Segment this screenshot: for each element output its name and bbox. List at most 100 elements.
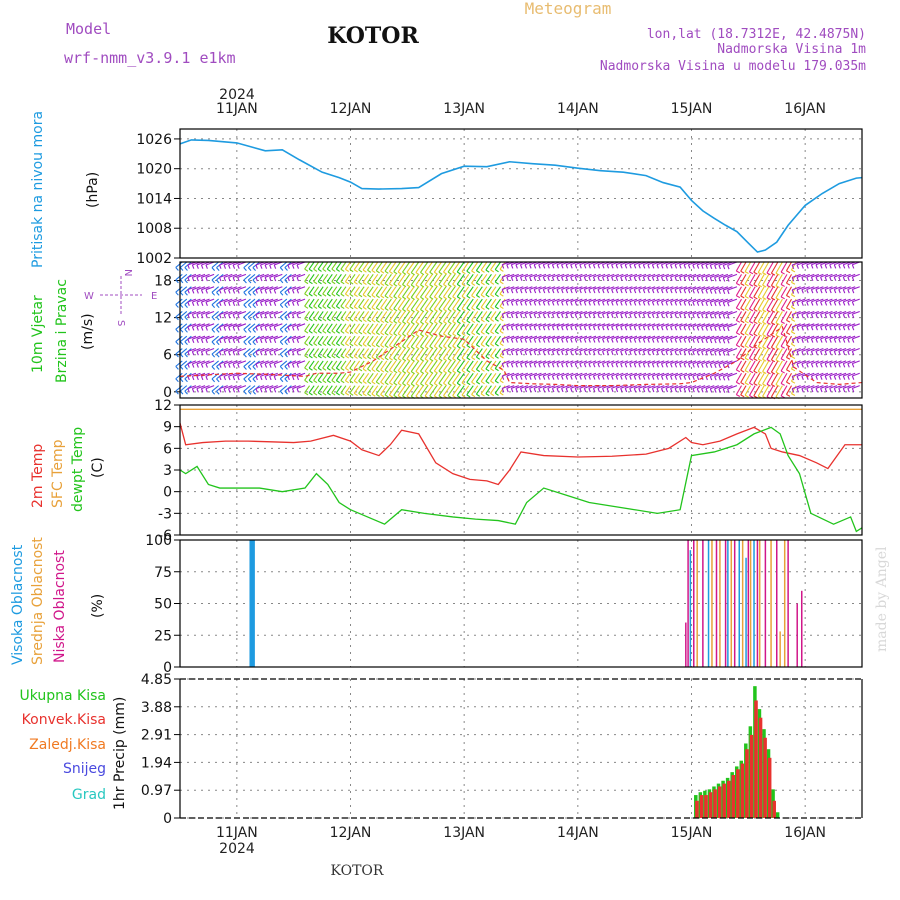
wind-barb-flag [556,388,559,393]
wind-barb-flag [660,375,664,380]
wind-barb-flag [499,281,504,285]
wind-barb-flag [542,313,546,319]
wind-barb [406,274,415,286]
wind-barb-flag [687,301,691,306]
wind-barb-flag [175,328,179,333]
wind-barb [624,298,633,303]
wind-barb [380,311,388,321]
wind-barb-flag [533,276,537,281]
wind-barb-flag [269,314,272,319]
wind-barb [824,348,833,352]
wind-barb [296,385,306,390]
wind-barb-flag [515,326,518,331]
conv-precip-bar [731,775,736,818]
wind-barb [852,348,860,352]
wind-barb-flag [583,338,587,343]
wind-barb-flag [722,351,726,356]
wind-barb [406,261,415,273]
wind-barb-flag [247,279,252,284]
wind-barb-flag [424,321,429,325]
wind-barb-flag [211,279,216,284]
wind-barb [494,261,501,270]
wind-barb [674,310,683,315]
wind-barb-flag [574,289,578,294]
wind-barb-flag [216,304,220,309]
wind-barb-flag [415,272,420,276]
wind-barb-flag [670,351,673,356]
wind-barb [415,372,424,385]
y-tick-label: 0 [163,660,172,676]
wind-barb [674,335,683,340]
wind-barb [219,372,228,377]
wind-barb-flag [336,367,340,371]
wind-barb-flag [506,264,509,269]
wind-barb [515,385,524,389]
wind-barb [274,273,283,278]
wind-barb [792,348,801,353]
wind-barb-flag [447,345,452,349]
wind-barb-flag [273,388,277,393]
wind-barb-flag [771,322,776,326]
wind-barb-flag [815,388,818,393]
wind-barb [279,323,288,330]
wind-barb [520,335,529,340]
wind-barb-flag [452,345,457,349]
wind-barb-flag [547,301,550,306]
wind-barb [296,298,306,303]
wind-barb [801,385,810,390]
wind-barb-flag [775,322,780,326]
wind-barb [480,348,488,358]
wind-barb [757,274,765,286]
wind-barb [701,335,710,340]
wind-barb-flag [191,326,195,331]
wind-barb [629,372,638,377]
wind-barb [775,274,783,286]
wind-barb-flag [683,301,687,306]
wind-barb [665,360,674,365]
wind-barb [727,385,738,390]
wind-barb [371,274,379,284]
wind-barb-flag [200,326,204,331]
wind-barb-flag [791,289,795,294]
wind-barb-flag [851,289,855,294]
wind-barb [579,360,588,365]
wind-barb-flag [570,388,573,393]
wind-barb-flag [485,318,490,323]
wind-barb-flag [714,388,717,393]
wind-barb-flag [308,379,313,384]
wind-barb [533,323,542,327]
wind-barb-flag [847,313,850,319]
wind-barb [565,286,574,290]
wind-barb [410,372,420,385]
wind-barb-flag [551,326,555,331]
wind-barb [847,310,856,315]
wind-barb-flag [471,369,476,373]
wind-barb [511,298,519,303]
wind-barb-flag [175,353,179,358]
wind-speed-line [179,325,863,387]
wind-barb-flag [200,376,204,381]
wind-barb [420,360,429,372]
wind-barb [727,273,738,279]
wind-barb-flag [438,370,443,374]
wind-barb-flag [269,376,272,381]
wind-barb [243,311,251,318]
wind-barb [326,385,333,394]
wind-barb [652,348,660,352]
wind-barb [762,385,770,397]
wind-barb [697,273,706,278]
wind-barb [313,372,320,381]
wind-barb-flag [606,264,610,269]
wind-barb [424,385,433,397]
wind-barb [420,311,429,323]
wind-barb [243,323,251,330]
wind-barb [834,298,842,303]
wind-barb-flag [815,338,818,343]
wind-barb [511,348,519,352]
wind-barb [308,261,315,270]
wind-barb [443,360,451,372]
wind-barb [269,298,278,303]
wind-barb-flag [820,375,823,380]
wind-barb [766,385,774,397]
wind-barb [638,385,647,389]
